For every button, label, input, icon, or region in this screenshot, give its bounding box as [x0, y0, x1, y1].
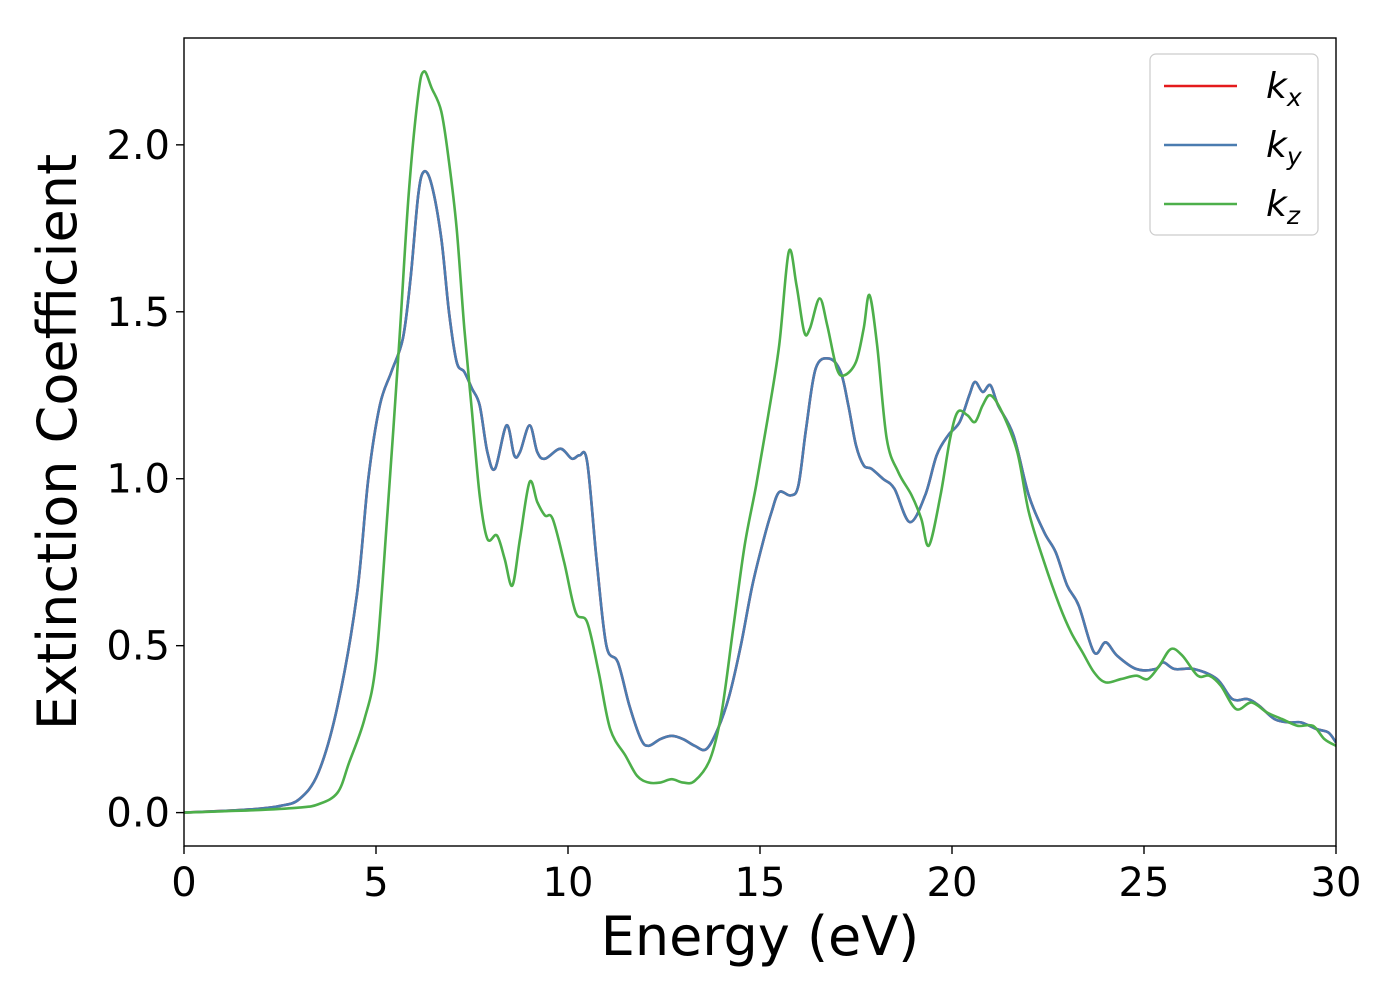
series-layer	[184, 70, 1336, 814]
legend-item-ky: ky	[1164, 125, 1303, 171]
legend-label-subscript: x	[1286, 83, 1302, 112]
y-axis-label: Extinction Coefficient	[26, 154, 89, 730]
series-line-kx	[184, 169, 1336, 814]
x-axis-label: Energy (eV)	[601, 905, 920, 968]
legend-label-subscript: y	[1286, 142, 1303, 171]
legend-item-kx: kx	[1164, 66, 1302, 112]
legend-label: kx	[1266, 66, 1302, 112]
y-tick-label: 1.0	[106, 457, 170, 503]
x-tick-label: 0	[171, 860, 196, 906]
series-line-ky	[184, 169, 1336, 814]
legend-label-subscript: z	[1286, 201, 1301, 230]
series-line-kz	[184, 70, 1336, 814]
x-tick-label: 5	[363, 860, 388, 906]
x-axis-ticks: 0 5 10 15 20 25 30	[171, 846, 1361, 906]
legend-label-name: k	[1266, 125, 1289, 166]
x-tick-label: 15	[735, 860, 786, 906]
y-tick-label: 0.5	[106, 624, 170, 670]
legend-label-name: k	[1266, 66, 1289, 107]
legend-label: ky	[1266, 125, 1303, 171]
legend-label-name: k	[1266, 184, 1289, 225]
legend-label: kz	[1266, 184, 1301, 230]
x-tick-label: 20	[927, 860, 978, 906]
y-tick-label: 2.0	[106, 123, 170, 169]
x-tick-label: 10	[543, 860, 594, 906]
x-tick-label: 30	[1311, 860, 1362, 906]
x-tick-label: 25	[1119, 860, 1170, 906]
legend-item-kz: kz	[1164, 184, 1301, 230]
y-tick-label: 0.0	[106, 791, 170, 837]
y-tick-label: 1.5	[106, 290, 170, 336]
y-axis-ticks: 0.0 0.5 1.0 1.5 2.0	[106, 123, 184, 837]
